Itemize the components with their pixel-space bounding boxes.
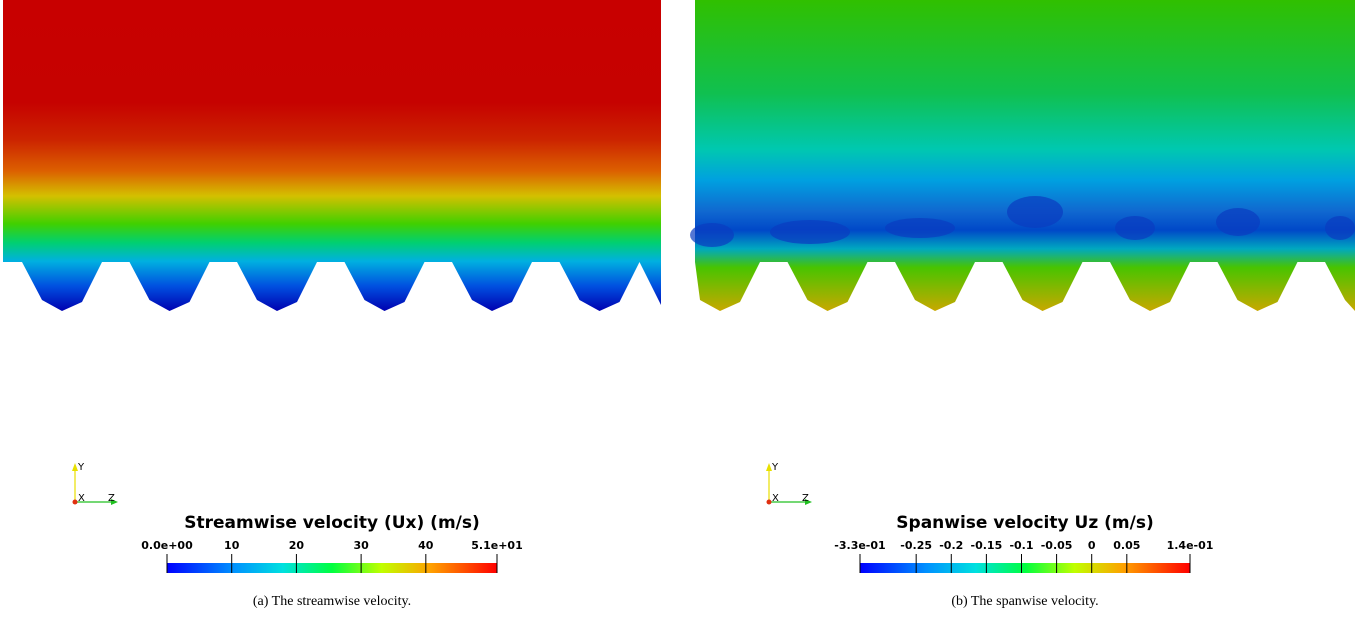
field-blob	[1115, 216, 1155, 240]
colorbar-tick-label: 0.05	[1113, 539, 1140, 552]
caption: (b) The spanwise velocity.	[951, 594, 1098, 609]
field-blob	[1325, 216, 1355, 240]
colorbar-tick-label: 1.4e-01	[1167, 539, 1214, 552]
axis-label: Z	[108, 493, 115, 504]
axis-label: Y	[771, 462, 779, 473]
axis-z-head	[111, 499, 118, 505]
colorbar	[860, 563, 1190, 573]
caption: (a) The streamwise velocity.	[253, 594, 411, 609]
colorbar-tick-label: -3.3e-01	[834, 539, 885, 552]
colorbar-tick-label: 0	[1088, 539, 1096, 552]
field-blob	[885, 218, 955, 238]
axis-label: Y	[77, 462, 85, 473]
field-plot	[695, 0, 1355, 311]
colorbar-tick-label: -0.05	[1041, 539, 1073, 552]
axis-x	[766, 499, 772, 505]
axis-y-head	[766, 463, 772, 471]
colorbar-title: Streamwise velocity (Ux) (m/s)	[184, 513, 480, 533]
colorbar-tick-label: 40	[418, 539, 434, 552]
field-blob	[690, 223, 734, 247]
colorbar-tick-label: 30	[353, 539, 369, 552]
colorbar-tick-label: -0.2	[939, 539, 963, 552]
axis-x	[72, 499, 78, 505]
axis-label: X	[772, 493, 779, 504]
axis-y-head	[72, 463, 78, 471]
axis-label: Z	[802, 493, 809, 504]
colorbar	[167, 563, 497, 573]
colorbar-tick-label: 5.1e+01	[471, 539, 522, 552]
field-plot	[3, 0, 661, 311]
colorbar-tick-label: -0.1	[1009, 539, 1033, 552]
field-blob	[1216, 208, 1260, 236]
field-blob	[1007, 196, 1063, 228]
colorbar-tick-label: 10	[224, 539, 240, 552]
colorbar-tick-label: 20	[289, 539, 305, 552]
colorbar-title: Spanwise velocity Uz (m/s)	[896, 513, 1153, 533]
colorbar-tick-label: -0.15	[971, 539, 1003, 552]
colorbar-tick-label: -0.25	[900, 539, 932, 552]
field-blob	[770, 220, 850, 244]
axis-label: X	[78, 493, 85, 504]
axis-z-head	[805, 499, 812, 505]
colorbar-tick-label: 0.0e+00	[141, 539, 193, 552]
